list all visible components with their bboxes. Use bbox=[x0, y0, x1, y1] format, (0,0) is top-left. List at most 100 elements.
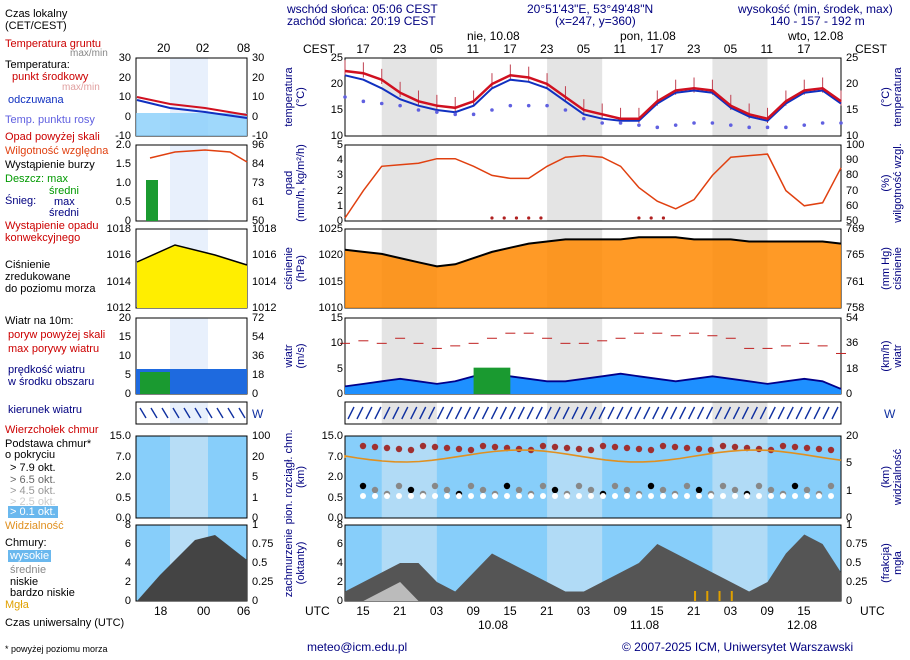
tick-mini-prec-left-4: 0 bbox=[124, 215, 131, 227]
cloud-low-dot-14 bbox=[528, 493, 534, 499]
utc-hour-8: 15 bbox=[650, 604, 664, 618]
pressure-line bbox=[344, 236, 842, 268]
legend-temp-maxmin: max/min bbox=[62, 82, 100, 93]
cloud-top-dot-15 bbox=[539, 442, 547, 450]
footnote: * powyżej poziomu morza bbox=[5, 644, 108, 654]
mini-wind-arrow-1 bbox=[150, 407, 158, 419]
low-cloud-area bbox=[345, 534, 841, 601]
tick-temp-right-3: 10 bbox=[846, 130, 859, 142]
mini-cloud-area bbox=[137, 535, 247, 601]
legend-high: wysokie bbox=[8, 550, 52, 562]
tick-wind-right-3: 0 bbox=[846, 388, 853, 400]
day-label-3: wto, 12.08 bbox=[788, 29, 844, 43]
cloud-top-dot-9 bbox=[467, 446, 475, 454]
cloud-low-dot-19 bbox=[588, 493, 594, 499]
mini-night-cloud bbox=[170, 436, 208, 518]
tick-mini-cloud-left-0: 15.0 bbox=[109, 430, 131, 442]
axis-title-prec-right: (%) wilgotność wzgl. bbox=[880, 143, 904, 223]
mini-wind-arrow-9 bbox=[238, 407, 246, 419]
cest-hour-6: 05 bbox=[576, 42, 591, 56]
legend-local-time2: (CET/CEST) bbox=[5, 20, 67, 32]
legend-precip-over: Opad powyżej skali bbox=[5, 131, 100, 143]
tick-mini-prec-left-1: 1.5 bbox=[115, 158, 131, 170]
dew-point-4 bbox=[416, 108, 421, 112]
dew-point-19 bbox=[692, 121, 696, 125]
wind-dir-arrow-24 bbox=[562, 406, 570, 420]
wind-dir-arrow-0 bbox=[347, 406, 355, 420]
tick-mini-prec-right-2: 73 bbox=[252, 177, 265, 189]
wind-dir-arrow-1 bbox=[356, 406, 364, 420]
tick-press-left-1: 1020 bbox=[318, 249, 343, 262]
wind-dir-arrow-2 bbox=[365, 406, 373, 420]
tick-temp-right-2: 15 bbox=[846, 104, 859, 116]
tick-wind-left-0: 15 bbox=[330, 312, 343, 324]
footer-email[interactable]: meteo@icm.edu.pl bbox=[307, 640, 408, 654]
dew-point-2 bbox=[379, 101, 384, 106]
tick-mini-temp-right-3: 0 bbox=[252, 110, 259, 123]
mini-wind-arrow-5 bbox=[194, 407, 202, 419]
utc-hour-3: 09 bbox=[466, 604, 480, 618]
mini-wind-arrow-6 bbox=[205, 407, 213, 419]
wind-dir-arrow-11 bbox=[445, 406, 454, 420]
legend-humidity: Wilgotność względna bbox=[5, 145, 109, 157]
wind-dir-arrow-33 bbox=[643, 406, 651, 420]
tick-cloud-right-0: 20 bbox=[846, 430, 859, 442]
cloud-base-dot-18 bbox=[575, 482, 583, 490]
tick-mini-cover-left-4: 0 bbox=[124, 595, 131, 607]
tick-cloud-left-1: 7.0 bbox=[327, 450, 343, 463]
dew-point-5 bbox=[435, 110, 439, 114]
tick-mini-press-right-2: 1014 bbox=[252, 275, 277, 288]
tick-wind-left-2: 5 bbox=[336, 362, 343, 375]
legend-pressure3: do poziomu morza bbox=[5, 283, 96, 295]
cloud-top-dot-2 bbox=[383, 444, 391, 452]
conv-dot-0 bbox=[490, 216, 494, 220]
mini-pressure-line bbox=[136, 244, 248, 266]
wind-dir-arrow-43 bbox=[732, 406, 741, 420]
cest-hour-5: 23 bbox=[540, 42, 554, 56]
tick-mini-cover-right-0: 1 bbox=[252, 519, 259, 531]
cloud-top-dot-10 bbox=[479, 442, 487, 450]
cloud-low-dot-32 bbox=[744, 493, 750, 499]
cloud-low-dot-29 bbox=[708, 493, 714, 499]
tick-cover-left-0: 8 bbox=[336, 519, 343, 531]
tick-mini-wind-left-1: 15 bbox=[118, 331, 131, 343]
tick-wind-left-1: 10 bbox=[330, 337, 343, 350]
tick-mini-cover-right-3: 0.25 bbox=[252, 576, 274, 588]
dew-point-18 bbox=[673, 123, 678, 127]
legend-snow-mid: średni bbox=[49, 207, 79, 219]
cloud-low-dot-18 bbox=[576, 493, 582, 499]
dew-point-10 bbox=[526, 103, 531, 108]
utc-date-1: 10.08 bbox=[478, 618, 509, 632]
legend-conv: Wystąpienie opadu bbox=[5, 220, 99, 232]
cloud-base-dot-12 bbox=[503, 482, 511, 490]
legend-okt2: > 6.5 okt. bbox=[10, 474, 56, 486]
mini-ground-fill bbox=[136, 113, 247, 136]
tick-mini-cloud-left-2: 2.0 bbox=[115, 471, 131, 483]
panel-frame-cloud bbox=[344, 435, 842, 519]
tick-cloud-left-0: 15.0 bbox=[321, 430, 343, 442]
fog-bar-2 bbox=[718, 591, 721, 601]
cloud-base-dot-15 bbox=[539, 482, 547, 490]
tick-mini-cloud-left-3: 0.5 bbox=[115, 491, 131, 504]
legend-cloud-base2: o pokryciu bbox=[5, 449, 56, 461]
axis-title-cloud-right: (km) widzialność bbox=[880, 448, 904, 506]
cloud-low-dot-8 bbox=[456, 493, 462, 499]
cloud-low-dot-26 bbox=[672, 493, 678, 499]
tick-temp-left-0: 25 bbox=[330, 52, 343, 64]
wind-dir-arrow-35 bbox=[661, 406, 669, 420]
tick-cover-left-4: 0 bbox=[336, 595, 343, 607]
wind-dir-arrow-36 bbox=[670, 406, 678, 420]
cloud-top-dot-31 bbox=[731, 443, 739, 451]
cloud-low-dot-10 bbox=[480, 493, 486, 499]
axis-title-prec-left: opad (mm/h, kg/m²/h) bbox=[283, 144, 307, 222]
mini-pressure-area bbox=[137, 245, 247, 308]
cloud-low-dot-30 bbox=[720, 493, 726, 499]
wind-dir-arrow-47 bbox=[768, 406, 776, 420]
tick-temp-right-1: 20 bbox=[846, 78, 859, 90]
tick-mini-temp-right-0: 30 bbox=[252, 52, 265, 64]
cloud-top-dot-13 bbox=[515, 445, 523, 453]
legend-wind10: Wiatr na 10m: bbox=[5, 315, 74, 327]
legend-okt1: > 7.9 okt. bbox=[10, 462, 56, 474]
cloud-top-dot-18 bbox=[575, 445, 583, 453]
